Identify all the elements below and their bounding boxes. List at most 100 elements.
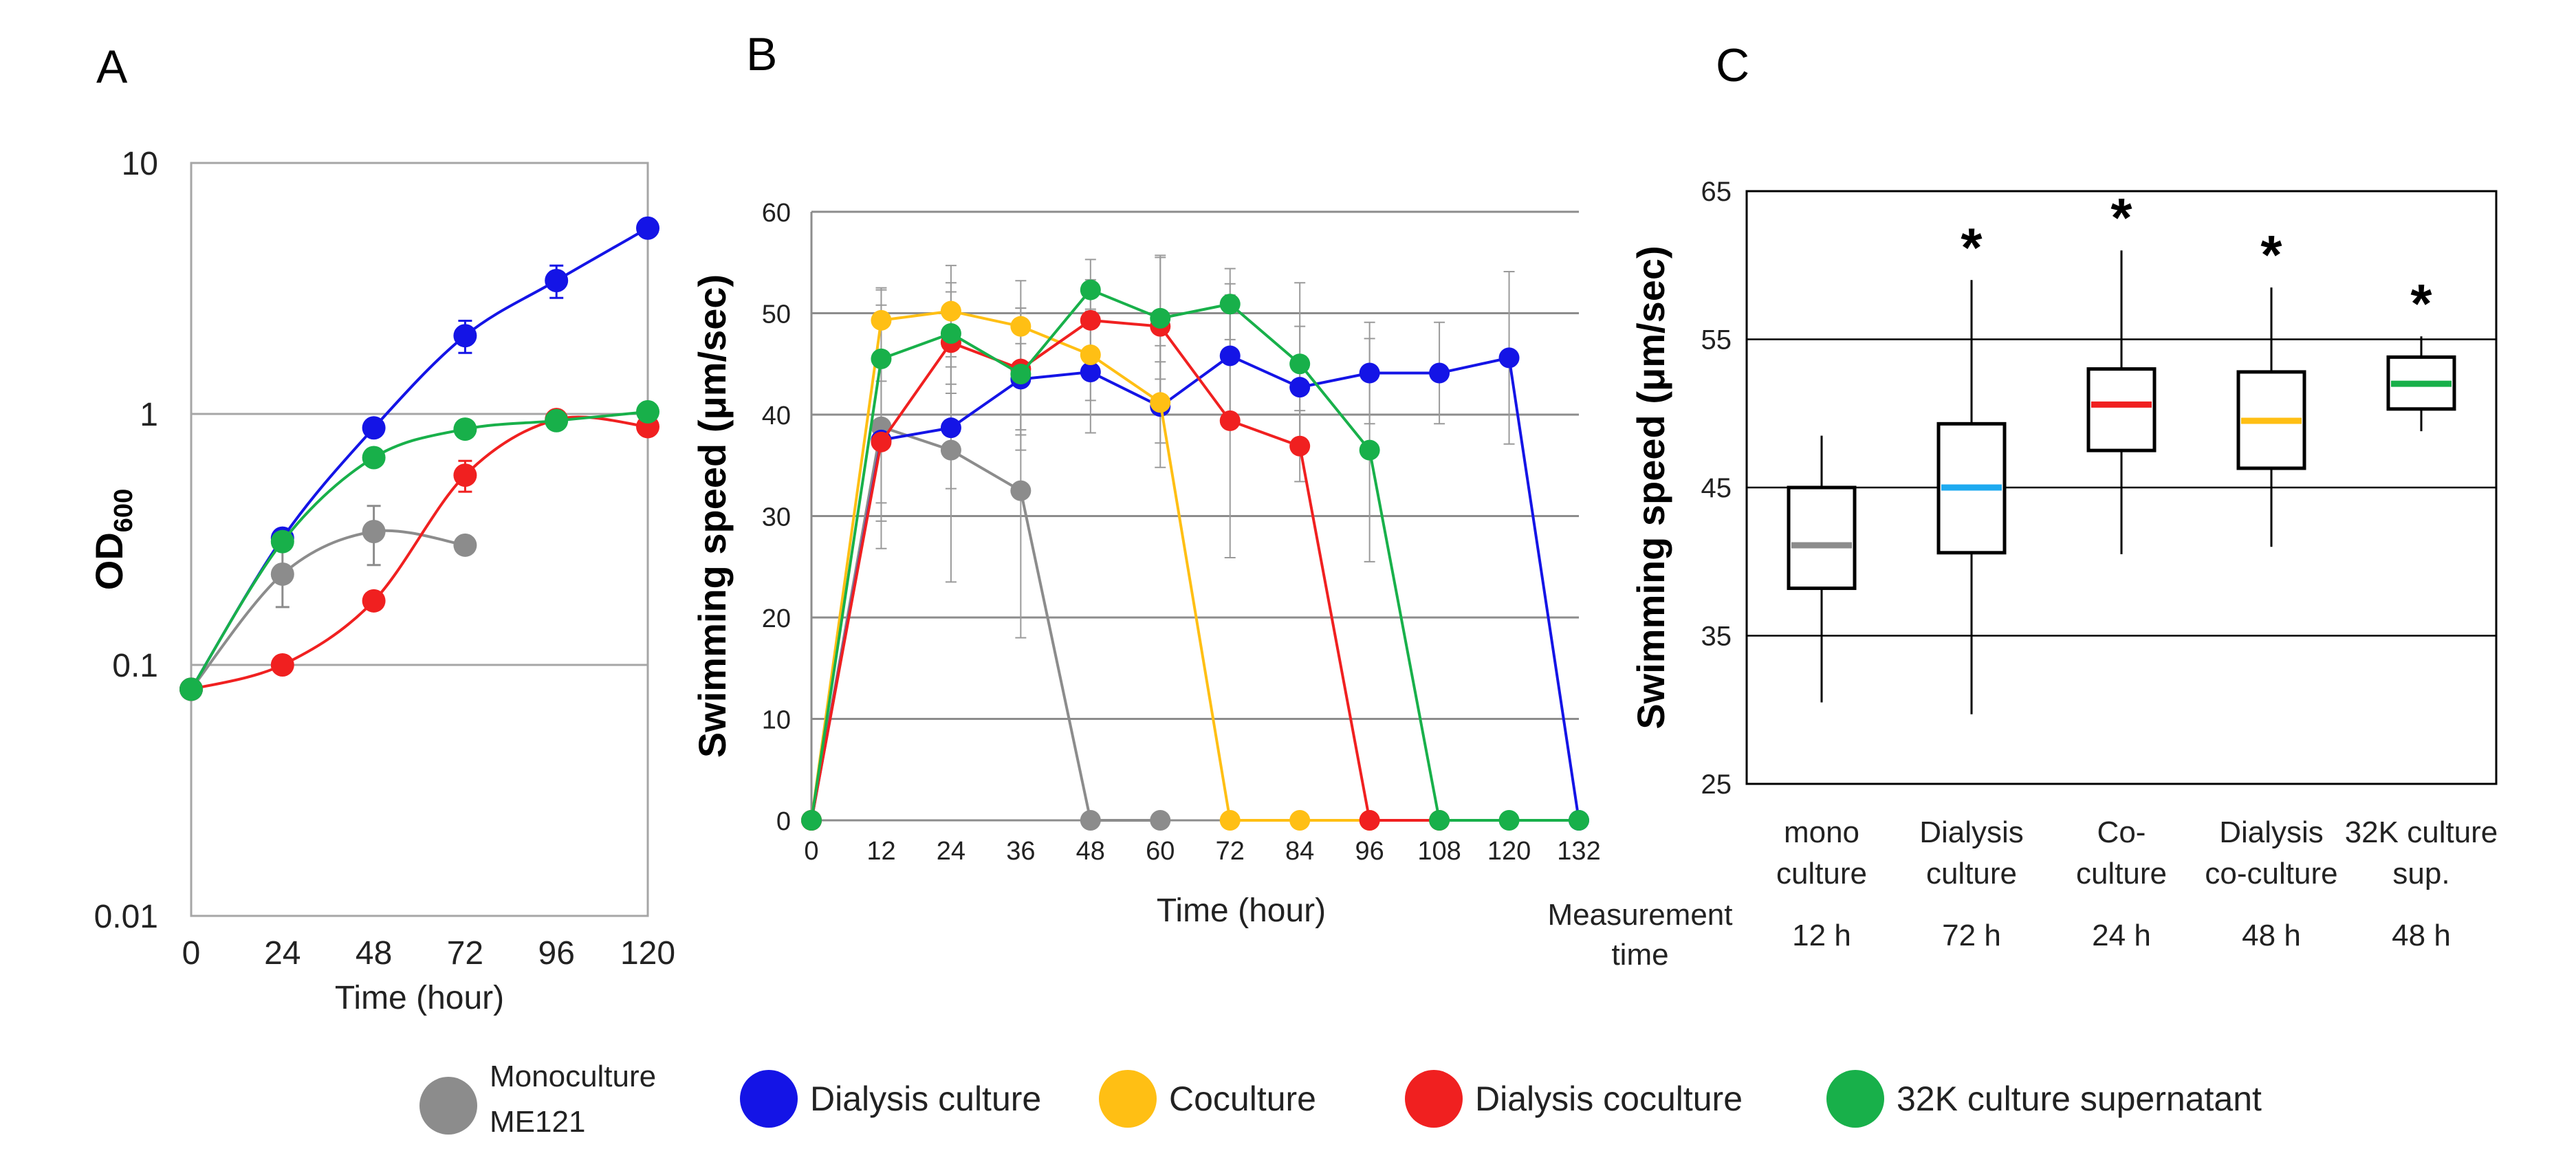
legend-swatch-supernatant [1826, 1070, 1884, 1128]
category-label-line2: co-culture [2205, 857, 2337, 890]
y-tick-label-c: 35 [1701, 622, 1732, 652]
x-tick-label-b: 24 [937, 837, 965, 866]
significance-star: * [1961, 217, 1983, 278]
legend-label-dialysis_culture: Dialysis culture [810, 1080, 1041, 1118]
legend-swatch-monoculture [419, 1077, 477, 1135]
data-point-dialysis_culture [1080, 362, 1101, 383]
data-point-dialysis_coculture [270, 653, 294, 677]
data-point-supernatant [270, 529, 294, 554]
data-point-dialysis_culture [636, 216, 659, 240]
category-label-line2: culture [1926, 857, 2017, 890]
x-tick-label-a: 96 [538, 935, 575, 972]
significance-star: * [2260, 224, 2282, 285]
x-axis-title-c-line2: time [1611, 938, 1668, 972]
y-tick-label-a: 0.1 [112, 648, 158, 684]
chart-b: 0 10 20 30 40 50 60 0 12 24 36 48 60 72 84 96 108 120 132 T… [690, 199, 1601, 929]
series-line-supernatant [810, 288, 1579, 822]
data-point-coculture [1080, 344, 1101, 365]
data-point-monoculture [1080, 810, 1101, 831]
data-point-supernatant [453, 417, 477, 441]
data-point-supernatant [636, 400, 659, 424]
legend-swatch-coculture [1099, 1070, 1157, 1128]
measurement-time-label: 24 h [2092, 919, 2151, 952]
legend-label-supernatant: 32K culture supernatant [1897, 1080, 2262, 1118]
data-point-supernatant [545, 408, 569, 433]
x-tick-label-a: 24 [264, 935, 301, 972]
box-box_mono [1787, 485, 1857, 591]
legend-swatch-dialysis_culture [740, 1070, 798, 1128]
category-label-line1: Dialysis [2219, 816, 2324, 849]
x-tick-label-b: 84 [1285, 837, 1314, 866]
data-point-supernatant [1010, 364, 1032, 384]
data-point-supernatant [179, 677, 203, 701]
y-axis-title-a: OD600 [87, 489, 138, 590]
x-tick-label-b: 48 [1076, 837, 1105, 866]
data-point-coculture [1289, 810, 1311, 831]
y-tick-label-b: 30 [762, 503, 791, 532]
plot-frame-c [1745, 190, 2498, 785]
category-label-line2: culture [1776, 857, 1867, 890]
x-tick-label-b: 120 [1487, 837, 1531, 866]
plot-frame-a [190, 162, 649, 917]
data-point-dialysis_culture [1219, 345, 1241, 366]
y-tick-label-b: 10 [762, 706, 791, 735]
x-tick-label-b: 108 [1417, 837, 1461, 866]
y-tick-label-a: 0.01 [94, 899, 158, 935]
chart-a: 0.01 0.1 1 10 0 24 48 72 96 120 Time (hour) OD600 [87, 146, 675, 1016]
x-tick-label-a: 0 [182, 935, 201, 972]
data-point-supernatant [1080, 279, 1101, 300]
series-line-dialysis_coculture [810, 318, 1440, 822]
data-point-dialysis_culture [545, 269, 569, 293]
legend-label-monoculture-line2: ME121 [490, 1105, 585, 1139]
data-point-coculture [1010, 316, 1032, 337]
data-point-monoculture [1010, 480, 1032, 501]
legend-label-monoculture-line1: Monoculture [490, 1060, 656, 1093]
legend-label-dialysis_coculture: Dialysis coculture [1475, 1080, 1743, 1118]
panel-label-b: B [746, 28, 777, 80]
measurement-time-label: 48 h [2392, 919, 2451, 952]
data-point-dialysis_coculture [871, 431, 892, 452]
significance-star: * [2410, 273, 2432, 334]
x-tick-label-b: 72 [1216, 837, 1245, 866]
data-point-dialysis_culture [1289, 377, 1311, 398]
data-point-dialysis_culture [1429, 362, 1450, 384]
y-tick-label-c: 45 [1701, 473, 1732, 503]
x-tick-label-a: 120 [620, 935, 675, 972]
data-point-supernatant [1219, 294, 1241, 315]
data-point-supernatant [1150, 307, 1171, 329]
data-point-supernatant [1359, 439, 1380, 461]
x-tick-label-b: 36 [1006, 837, 1035, 866]
data-point-dialysis_culture [362, 416, 386, 440]
category-label-line1: Dialysis [1919, 816, 2024, 849]
x-tick-label-b: 0 [804, 837, 818, 866]
y-axis-title-b: Swimming speed (μm/sec) [690, 274, 734, 758]
category-label-line2: culture [2076, 857, 2167, 890]
data-point-supernatant [1569, 810, 1589, 831]
legend-label-coculture: Coculture [1169, 1080, 1316, 1118]
y-tick-label-c: 55 [1701, 325, 1732, 355]
data-point-monoculture [362, 520, 386, 544]
category-label-line2: sup. [2392, 857, 2449, 890]
data-point-monoculture [940, 439, 961, 461]
data-point-monoculture [453, 533, 477, 557]
data-point-dialysis_culture [453, 324, 477, 348]
x-axis-title-c-line1: Measurement [1547, 898, 1732, 932]
x-tick-label-b: 132 [1557, 837, 1600, 866]
y-tick-label-b: 0 [776, 807, 791, 836]
x-tick-label-a: 48 [356, 935, 392, 972]
category-label-line1: Co- [2097, 816, 2146, 849]
measurement-time-label: 12 h [1792, 919, 1851, 952]
data-point-dialysis_coculture [1289, 435, 1311, 457]
data-point-coculture [871, 309, 892, 331]
significance-star: * [2110, 187, 2132, 248]
category-label-line1: 32K culture [2345, 816, 2498, 849]
data-point-dialysis_coculture [1219, 410, 1241, 431]
x-axis-title-b: Time (hour) [1157, 893, 1326, 929]
series-line-dialysis_culture [190, 227, 648, 690]
data-point-dialysis_culture [940, 417, 961, 439]
y-tick-label-b: 50 [762, 300, 791, 329]
x-axis-title-a: Time (hour) [335, 980, 504, 1016]
y-tick-label-b: 60 [762, 199, 791, 228]
series-line-monoculture [190, 529, 466, 690]
